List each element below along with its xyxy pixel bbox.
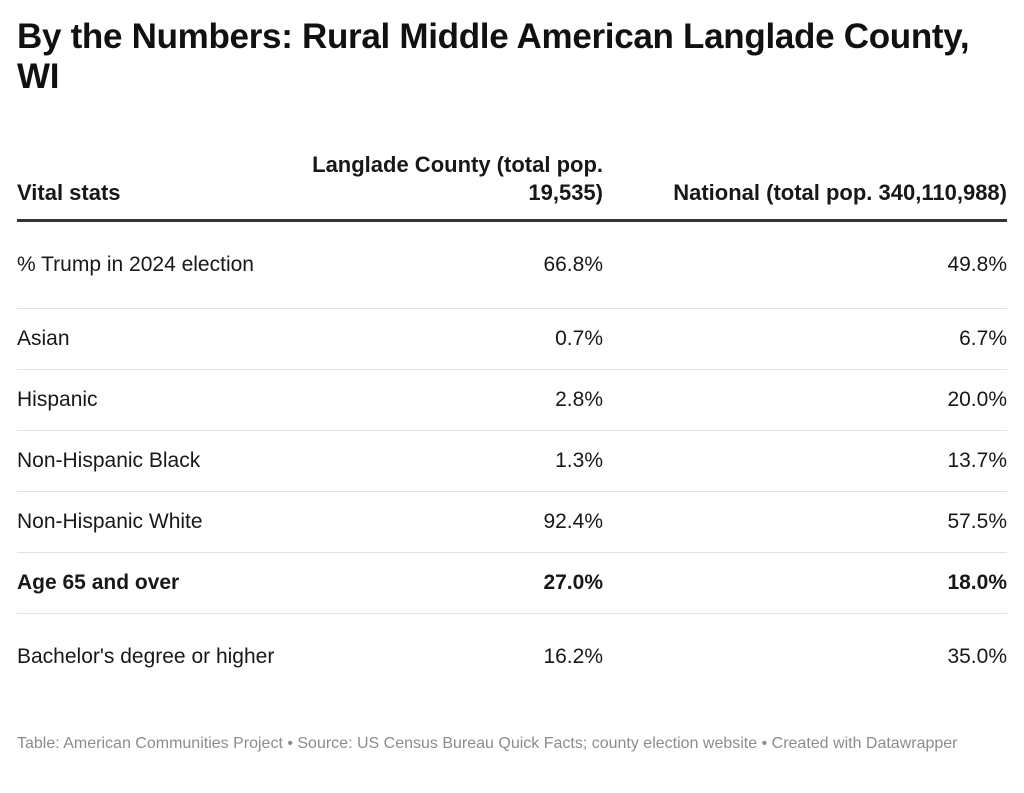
table-row: % Trump in 2024 election 66.8% 49.8% xyxy=(17,220,1007,309)
national-value: 6.7% xyxy=(603,308,1007,370)
table-header-row: Vital stats Langlade County (total pop. … xyxy=(17,140,1007,222)
table-row: Non-Hispanic White 92.4% 57.5% xyxy=(17,491,1007,553)
stats-table: Vital stats Langlade County (total pop. … xyxy=(17,140,1007,701)
column-header-national: National (total pop. 340,110,988) xyxy=(603,140,1007,222)
county-value: 1.3% xyxy=(287,430,603,492)
county-value: 27.0% xyxy=(287,552,603,614)
row-label: Hispanic xyxy=(17,369,287,431)
row-label: % Trump in 2024 election xyxy=(17,220,287,309)
county-value: 66.8% xyxy=(287,220,603,309)
table-row: Hispanic 2.8% 20.0% xyxy=(17,369,1007,431)
table-row: Non-Hispanic Black 1.3% 13.7% xyxy=(17,430,1007,492)
national-value: 20.0% xyxy=(603,369,1007,431)
table-row-highlighted: Age 65 and over 27.0% 18.0% xyxy=(17,552,1007,614)
row-label: Non-Hispanic White xyxy=(17,491,287,553)
row-label: Non-Hispanic Black xyxy=(17,430,287,492)
national-value: 49.8% xyxy=(603,220,1007,309)
source-footer: Table: American Communities Project • So… xyxy=(17,735,958,752)
national-value: 13.7% xyxy=(603,430,1007,492)
county-value: 0.7% xyxy=(287,308,603,370)
county-value: 92.4% xyxy=(287,491,603,553)
national-value: 57.5% xyxy=(603,491,1007,553)
column-header-vital-stats: Vital stats xyxy=(17,140,287,222)
national-value: 35.0% xyxy=(947,645,1007,669)
national-value: 18.0% xyxy=(603,552,1007,614)
table-row: Bachelor's degree or higher 16.2% 35.0% xyxy=(17,613,1007,701)
county-value: 2.8% xyxy=(287,369,603,431)
county-value: 16.2% xyxy=(543,645,603,669)
row-label: Bachelor's degree or higher xyxy=(17,645,275,669)
row-label: Asian xyxy=(17,308,287,370)
chart-title: By the Numbers: Rural Middle American La… xyxy=(17,17,970,96)
row-label: Age 65 and over xyxy=(17,552,287,614)
table-row: Asian 0.7% 6.7% xyxy=(17,308,1007,370)
column-header-county: Langlade County (total pop. 19,535) xyxy=(287,140,603,222)
